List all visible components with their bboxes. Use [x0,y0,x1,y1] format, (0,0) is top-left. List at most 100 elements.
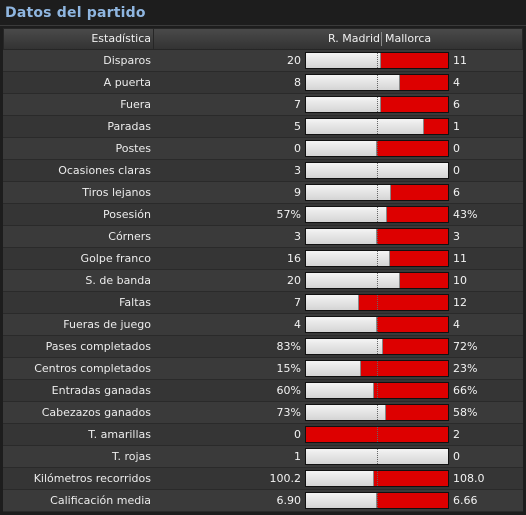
stat-label: Disparos [103,54,151,67]
stat-label: S. de banda [85,274,151,287]
bar-midpoint-marker [377,273,378,288]
comparison-bar [305,162,449,179]
stat-label: Golpe franco [80,252,151,265]
home-value: 0 [294,142,301,155]
away-value: 10 [453,274,467,287]
stat-label: Paradas [107,120,151,133]
stat-row: Posesión 57% 43% [3,204,523,226]
away-value: 6 [453,98,460,111]
home-value: 3 [294,164,301,177]
bar-midpoint-marker [377,185,378,200]
comparison-bar [305,426,449,443]
home-value: 0 [294,428,301,441]
comparison-bar [305,360,449,377]
bar-midpoint-marker [377,251,378,266]
away-value: 0 [453,142,460,155]
home-value: 9 [294,186,301,199]
away-value: 66% [453,384,478,397]
column-header-home-team[interactable]: R. Madrid [327,32,380,45]
home-share-fill [306,119,424,134]
bar-midpoint-marker [377,361,378,376]
stat-row: T. rojas 1 0 [3,446,523,468]
comparison-bar [305,448,449,465]
stat-row: Disparos 20 11 [3,50,523,72]
comparison-bar [305,316,449,333]
table-header: Estadística R. Madrid Mallorca [3,28,523,50]
away-value: 3 [453,230,460,243]
stat-row: Córners 3 3 [3,226,523,248]
comparison-bar [305,404,449,421]
stat-label: Córners [108,230,151,243]
home-value: 60% [276,384,301,397]
away-value: 4 [453,318,460,331]
away-value: 4 [453,76,460,89]
home-value: 5 [294,120,301,133]
bar-midpoint-marker [377,427,378,442]
home-share-fill [306,405,386,420]
bar-midpoint-marker [377,53,378,68]
stat-label: Tiros lejanos [82,186,151,199]
stats-rows: Disparos 20 11 A puerta 8 4 Fuera 7 6 Paradas 5 1 Po… [3,50,523,512]
home-share-fill [306,273,400,288]
column-header-stat[interactable]: Estadística [4,29,154,49]
home-share-fill [306,53,382,68]
stat-row: S. de banda 20 10 [3,270,523,292]
home-value: 20 [287,54,301,67]
bar-midpoint-marker [377,295,378,310]
stat-label: Postes [115,142,151,155]
away-value: 58% [453,406,478,419]
bar-midpoint-marker [377,229,378,244]
home-share-fill [306,251,390,266]
home-share-fill [306,471,375,486]
comparison-bar [305,492,449,509]
comparison-bar [305,294,449,311]
stat-label: Pases completados [45,340,151,353]
stat-label: Posesión [103,208,151,221]
bar-midpoint-marker [377,119,378,134]
title-divider [0,25,526,26]
stat-label: Fuera [120,98,151,111]
stat-label: Ocasiones claras [58,164,151,177]
stat-label: T. amarillas [88,428,151,441]
comparison-bar [305,338,449,355]
stat-label: Cabezazos ganados [41,406,151,419]
bar-midpoint-marker [377,405,378,420]
stat-label: Centros completados [34,362,151,375]
home-share-fill [306,339,383,354]
away-value: 6 [453,186,460,199]
comparison-bar [305,96,449,113]
column-header-away-team[interactable]: Mallorca [385,32,432,45]
away-value: 0 [453,164,460,177]
bar-midpoint-marker [377,163,378,178]
home-share-fill [306,493,377,508]
bar-midpoint-marker [377,471,378,486]
home-value: 57% [276,208,301,221]
home-value: 73% [276,406,301,419]
home-share-fill [306,97,382,112]
bar-midpoint-marker [377,141,378,156]
stat-label: A puerta [103,76,151,89]
stat-row: Entradas ganadas 60% 66% [3,380,523,402]
stat-row: Tiros lejanos 9 6 [3,182,523,204]
comparison-bar [305,184,449,201]
stat-row: T. amarillas 0 2 [3,424,523,446]
bar-midpoint-marker [377,75,378,90]
home-share-fill [306,317,377,332]
bar-midpoint-marker [377,383,378,398]
home-share-fill [306,207,387,222]
stat-row: A puerta 8 4 [3,72,523,94]
home-value: 16 [287,252,301,265]
home-value: 8 [294,76,301,89]
bar-midpoint-marker [377,339,378,354]
stat-label: T. rojas [112,450,151,463]
comparison-bar [305,52,449,69]
stat-label: Entradas ganadas [51,384,151,397]
stat-row: Kilómetros recorridos 100.2 108.0 [3,468,523,490]
home-value: 7 [294,296,301,309]
stat-row: Faltas 7 12 [3,292,523,314]
stat-row: Golpe franco 16 11 [3,248,523,270]
bar-midpoint-marker [377,449,378,464]
home-share-fill [306,141,377,156]
stat-label: Kilómetros recorridos [33,472,151,485]
